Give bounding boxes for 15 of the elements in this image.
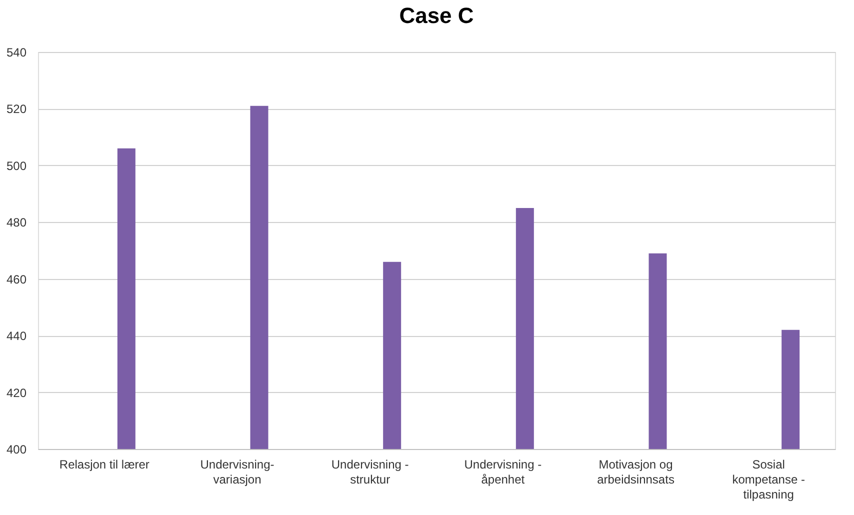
y-tick-label: 400 [6,442,27,456]
x-tick-label: Motivasjon og arbeidsinnsats [597,458,674,486]
y-tick-label: 440 [6,329,27,344]
y-tick-label: 520 [6,102,27,116]
y-tick-label: 420 [6,386,27,400]
y-tick-label: 540 [6,46,27,60]
y-tick-label: 500 [6,158,27,173]
x-tick-label: Undervisning - åpenhet [464,458,542,486]
x-tick-label: Sosial kompetanse - tilpasning [732,458,805,502]
y-tick-label: 480 [6,216,27,230]
y-tick-label: 460 [6,272,27,286]
chart-title: Case C [399,3,474,28]
x-tick-label: Undervisning- variasjon [200,458,274,486]
x-tick-label: Relasjon til lærer [59,458,150,472]
x-tick-label: Undervisning - struktur [331,458,409,486]
